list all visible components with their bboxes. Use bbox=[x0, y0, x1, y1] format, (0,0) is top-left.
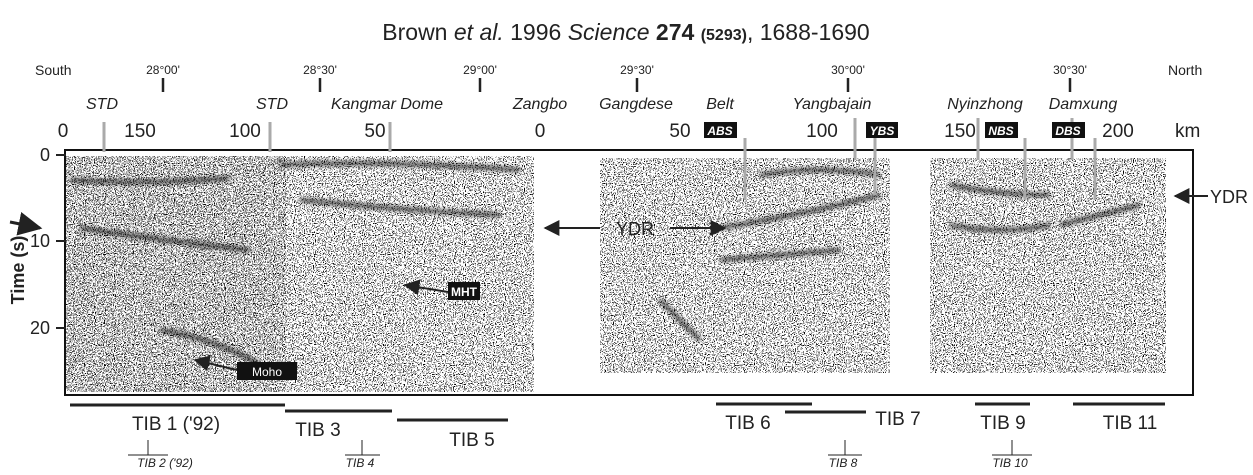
sub-line-marks bbox=[128, 440, 1032, 455]
place-name: Zangbo bbox=[512, 96, 567, 113]
place-name: STD bbox=[86, 96, 118, 113]
latitude: 29°00' bbox=[463, 63, 497, 77]
place-name: Yangbajain bbox=[793, 96, 872, 113]
km-tick-label: 150 bbox=[124, 121, 156, 142]
km-tick-label: 0 bbox=[58, 121, 69, 142]
mht-label: MHT bbox=[451, 285, 478, 299]
ydr-label: YDR bbox=[1210, 187, 1248, 207]
place-name: Damxung bbox=[1049, 96, 1118, 113]
place-name: Kangmar Dome bbox=[331, 96, 443, 113]
south-label: South bbox=[35, 62, 72, 78]
km-tick-label: 100 bbox=[229, 121, 261, 142]
title-part: , 1688-1690 bbox=[747, 19, 870, 45]
ydr-label: YDR bbox=[616, 219, 654, 239]
km-tick-label: 150 bbox=[944, 121, 976, 142]
km-tick-label: 50 bbox=[669, 121, 690, 142]
subline-label: TIB 10 bbox=[992, 456, 1028, 470]
station-label: NBS bbox=[988, 124, 1013, 138]
km-tick-label: 0 bbox=[535, 121, 546, 142]
station-label: YBS bbox=[870, 124, 895, 138]
north-label: North bbox=[1168, 62, 1202, 78]
title-part: et al. bbox=[454, 19, 504, 45]
latitude: 28°00' bbox=[146, 63, 180, 77]
km-tick-label: 200 bbox=[1102, 121, 1134, 142]
latitude: 29°30' bbox=[620, 63, 654, 77]
place-name: STD bbox=[256, 96, 288, 113]
figure: Brown et al. 1996 Science 274 (5293), 16… bbox=[0, 0, 1253, 470]
place-name: Nyinzhong bbox=[947, 96, 1023, 113]
place-name: Belt bbox=[706, 96, 734, 113]
title-part: 1996 bbox=[510, 19, 561, 45]
line-label: TIB 9 bbox=[980, 413, 1025, 434]
title-part: Science bbox=[568, 19, 650, 45]
subline-label: TIB 4 bbox=[346, 456, 375, 470]
latitude: 30°00' bbox=[831, 63, 865, 77]
place-name: Gangdese bbox=[599, 96, 673, 113]
subline-label: TIB 8 bbox=[829, 456, 858, 470]
lat-ticks bbox=[163, 78, 1070, 92]
moho-label: Moho bbox=[252, 365, 282, 379]
km-tick-label: 100 bbox=[806, 121, 838, 142]
time-tick-label: 10 bbox=[30, 231, 50, 251]
km-unit: km bbox=[1175, 121, 1200, 142]
station-label: ABS bbox=[706, 124, 732, 138]
km-tick-label: 50 bbox=[364, 121, 385, 142]
latitude: 30°30' bbox=[1053, 63, 1087, 77]
time-tick-label: 20 bbox=[30, 318, 50, 338]
title-part: (5293) bbox=[701, 27, 747, 44]
line-label: TIB 11 bbox=[1103, 413, 1158, 434]
title-part: Brown bbox=[382, 19, 447, 45]
line-label: TIB 7 bbox=[875, 409, 920, 430]
line-label: TIB 5 bbox=[449, 430, 494, 451]
time-axis-label: Time (s) bbox=[8, 236, 28, 305]
time-tick-label: 0 bbox=[40, 145, 50, 165]
station-label: DBS bbox=[1055, 124, 1080, 138]
title: Brown et al. 1996 Science 274 (5293), 16… bbox=[382, 19, 869, 45]
seismic-data bbox=[66, 156, 1166, 392]
line-label: TIB 3 bbox=[295, 420, 340, 441]
title-part: 274 bbox=[656, 19, 695, 45]
line-label: TIB 1 ('92) bbox=[132, 414, 220, 435]
line-label: TIB 6 bbox=[725, 413, 770, 434]
subline-label: TIB 2 ('92) bbox=[137, 456, 193, 470]
latitude: 28°30' bbox=[303, 63, 337, 77]
